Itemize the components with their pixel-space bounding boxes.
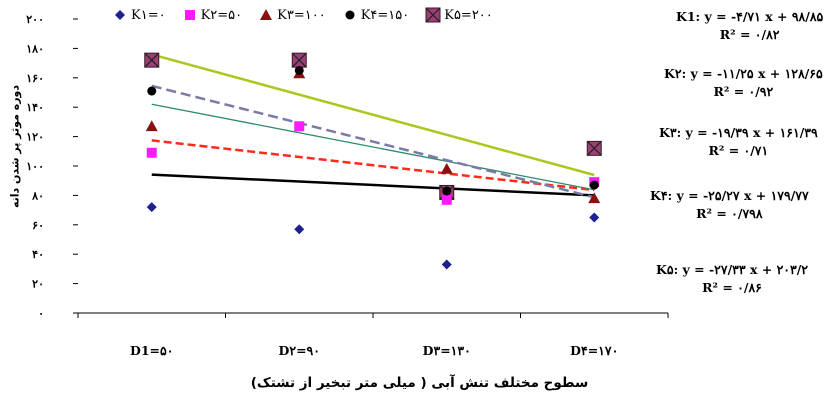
x-tick-label: D۳=۱۳۰ bbox=[423, 343, 471, 358]
equation-k2-text: K۲: y = -۱۱/۲۵ x + ۱۲۸/۶۵ bbox=[664, 66, 823, 81]
legend-item-k2: K۲=۵۰ bbox=[182, 7, 243, 23]
data-point-k4 bbox=[294, 65, 304, 75]
data-point-k1 bbox=[294, 224, 305, 235]
y-tick-label: ۶۰ bbox=[32, 219, 44, 232]
y-axis-title: دوره موثر پر شدن دانه bbox=[8, 84, 22, 209]
legend-label-k1: K۱=۰ bbox=[131, 7, 166, 23]
data-point-k1 bbox=[589, 212, 600, 223]
equation-k1: K1: y = -۴/۷۱ x + ۹۸/۸۵ R² = ۰/۸۲ bbox=[676, 9, 823, 42]
equation-k5-text: K۵: y = -۲۷/۳۳ x + ۲۰۳/۲ bbox=[656, 262, 808, 277]
data-point-k5 bbox=[586, 140, 602, 156]
legend-item-k5: K۵=۲۰۰ bbox=[425, 7, 493, 23]
equation-k1-r2: R² = ۰/۸۲ bbox=[719, 27, 780, 42]
data-point-k1 bbox=[441, 259, 452, 270]
data-point-k2 bbox=[441, 194, 452, 205]
trend-line-k3 bbox=[151, 103, 595, 191]
equation-k3-r2: R² = ۰/۷۱ bbox=[708, 143, 769, 158]
trend-line-k5 bbox=[151, 53, 595, 177]
legend-item-k4: K۴=۱۵۰ bbox=[342, 7, 410, 23]
y-tick-label: ۲۰۰ bbox=[26, 13, 44, 26]
legend-marker-k4 bbox=[345, 10, 355, 20]
legend-item-k3: K۳=۱۰۰ bbox=[258, 7, 326, 23]
data-point-k3 bbox=[145, 120, 158, 132]
legend-item-k1: K۱=۰ bbox=[112, 7, 166, 23]
y-tick-label: ۱۲۰ bbox=[26, 131, 44, 144]
y-tick-label: ۲۰ bbox=[32, 278, 44, 291]
legend-marker-k2 bbox=[184, 10, 195, 20]
data-point-k5 bbox=[291, 52, 307, 68]
legend-label-k2: K۲=۵۰ bbox=[200, 7, 243, 23]
x-tick-label: D1=۵۰ bbox=[130, 343, 173, 358]
equation-k5: K۵: y = -۲۷/۳۳ x + ۲۰۳/۲ R² = ۰/۸۶ bbox=[656, 262, 808, 295]
data-point-k5 bbox=[144, 52, 160, 68]
equation-k3: K۳: y = -۱۹/۳۹ x + ۱۶۱/۳۹ R² = ۰/۷۱ bbox=[659, 125, 818, 158]
y-tick-label: ۱۴۰ bbox=[26, 101, 44, 114]
equation-k5-r2: R² = ۰/۸۶ bbox=[702, 280, 762, 295]
y-tick-label: ۰ bbox=[38, 307, 44, 320]
legend-marker-k1 bbox=[115, 10, 125, 20]
trend-line-k1 bbox=[151, 173, 595, 197]
equation-k4-text: K۴: y = -۲۵/۲۷ x + ۱۷۹/۷۷ bbox=[650, 188, 809, 203]
data-point-k2 bbox=[146, 147, 157, 158]
data-point-k4 bbox=[442, 186, 452, 196]
legend-label-k5: K۵=۲۰۰ bbox=[444, 7, 493, 23]
trend-line-k2 bbox=[151, 139, 595, 192]
data-point-k4 bbox=[147, 86, 157, 96]
data-point-k1 bbox=[146, 202, 157, 213]
data-point-k4 bbox=[589, 180, 599, 190]
equation-k1-text: K1: y = -۴/۷۱ x + ۹۸/۸۵ bbox=[676, 9, 824, 24]
y-tick-label: ۴۰ bbox=[32, 248, 44, 261]
equation-k3-text: K۳: y = -۱۹/۳۹ x + ۱۶۱/۳۹ bbox=[659, 125, 818, 140]
data-point-k3 bbox=[440, 162, 453, 174]
equation-k4-r2: R² = ۰/۷۹۸ bbox=[696, 206, 763, 221]
y-tick-label: ۱۰۰ bbox=[26, 160, 44, 173]
legend-marker-k3 bbox=[260, 9, 273, 20]
x-axis-title: سطوح مختلف تنش آبی ( میلی متر تبخیر از ت… bbox=[250, 375, 589, 391]
legend-label-k4: K۴=۱۵۰ bbox=[360, 7, 410, 23]
legend-label-k3: K۳=۱۰۰ bbox=[277, 7, 326, 23]
data-point-k2 bbox=[294, 121, 305, 132]
y-tick-label: ۸۰ bbox=[31, 189, 44, 202]
equation-k2-r2: R² = ۰/۹۲ bbox=[713, 84, 774, 99]
equation-k4: K۴: y = -۲۵/۲۷ x + ۱۷۹/۷۷ R² = ۰/۷۹۸ bbox=[650, 188, 809, 221]
data-point-k3 bbox=[588, 192, 601, 204]
x-tick-label: D۴=۱۷۰ bbox=[570, 343, 618, 358]
legend: K۱=۰ K۲=۵۰ K۳=۱۰۰ K۴=۱۵۰ K۵=۲۰۰ bbox=[112, 7, 509, 23]
y-tick-label: ۱۸۰ bbox=[26, 42, 44, 55]
x-tick-label: D۲=۹۰ bbox=[279, 343, 320, 358]
equation-k2: K۲: y = -۱۱/۲۵ x + ۱۲۸/۶۵ R² = ۰/۹۲ bbox=[664, 66, 823, 99]
trend-line-k4 bbox=[151, 84, 595, 199]
y-tick-label: ۱۶۰ bbox=[26, 72, 44, 85]
legend-marker-k5 bbox=[425, 7, 441, 23]
